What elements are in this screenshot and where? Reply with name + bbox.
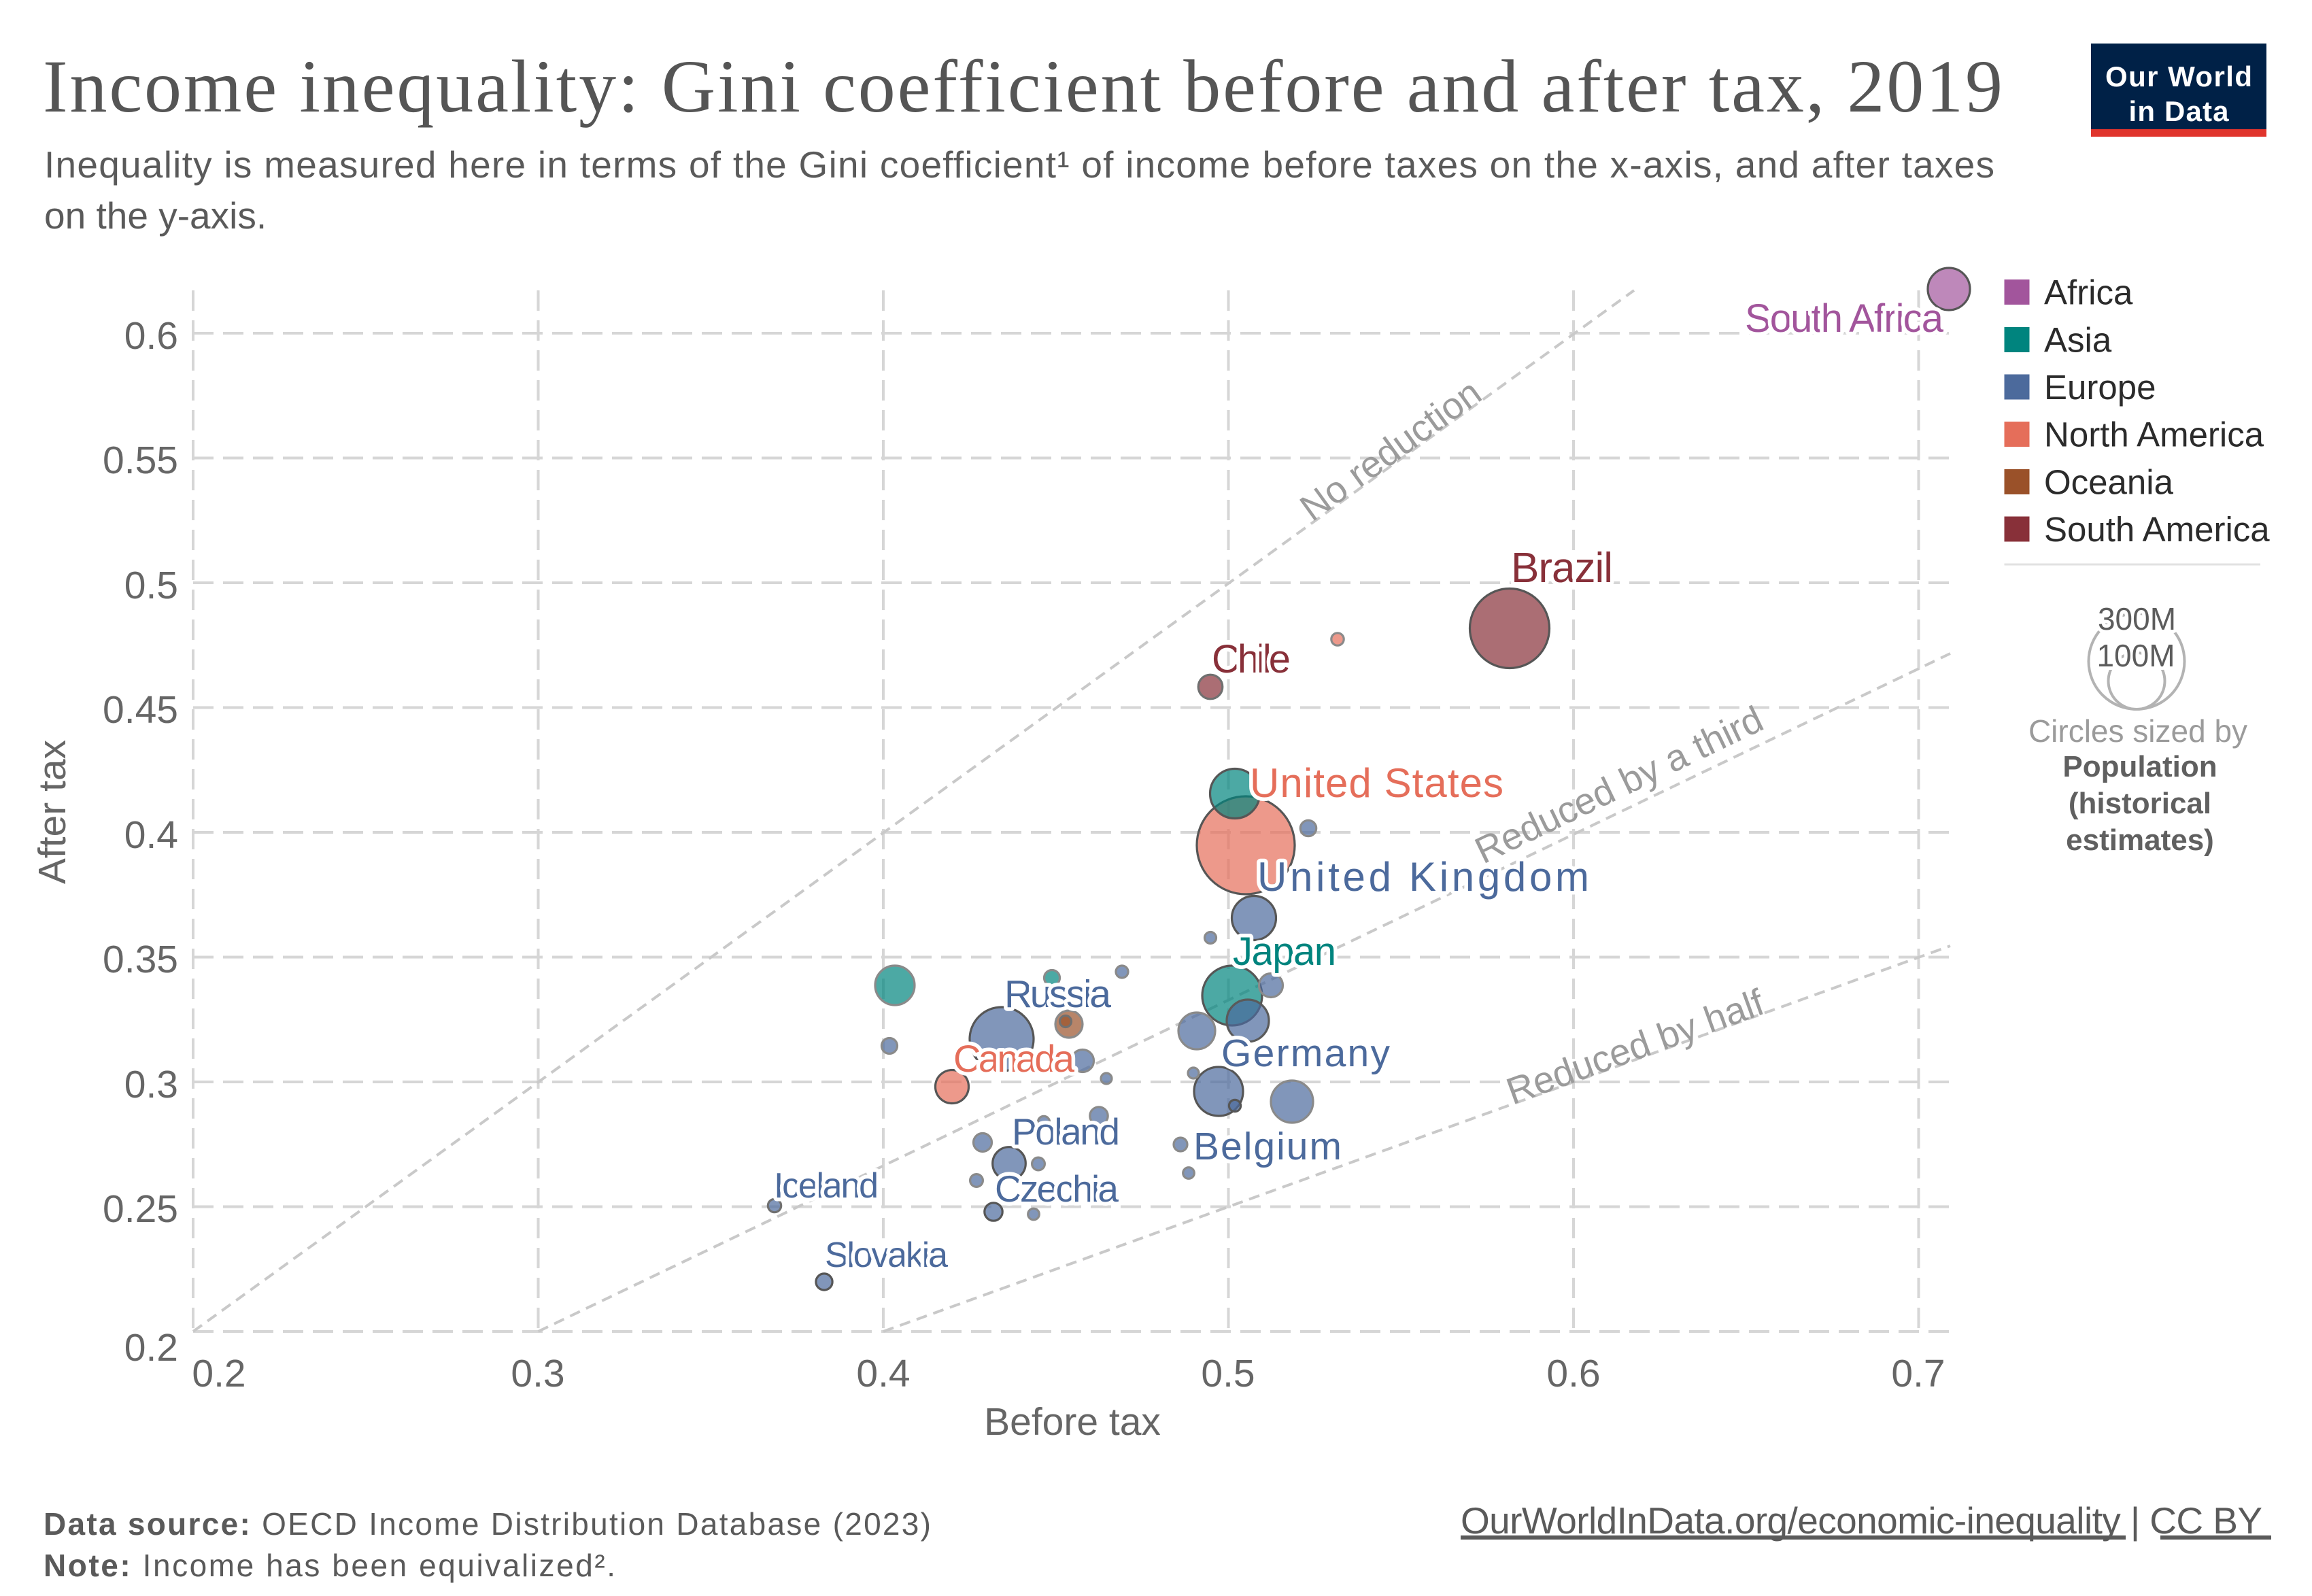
svg-text:0.6: 0.6 — [124, 314, 178, 358]
svg-text:0.2: 0.2 — [124, 1326, 178, 1370]
svg-text:100M: 100M — [2096, 638, 2175, 673]
svg-text:Note: Income has been equivali: Note: Income has been equivalized². — [44, 1548, 615, 1583]
svg-text:0.5: 0.5 — [124, 564, 178, 607]
svg-text:0.45: 0.45 — [103, 688, 178, 732]
svg-text:Japan: Japan — [1233, 930, 1336, 974]
svg-text:0.6: 0.6 — [1546, 1352, 1600, 1395]
svg-text:Brazil: Brazil — [1511, 545, 1613, 592]
svg-text:0.3: 0.3 — [124, 1063, 178, 1106]
svg-text:Africa: Africa — [2044, 273, 2133, 312]
svg-text:Iceland: Iceland — [774, 1166, 879, 1206]
svg-text:South Africa: South Africa — [1745, 296, 1944, 341]
svg-text:OurWorldInData.org/economic-in: OurWorldInData.org/economic-inequality |… — [1461, 1499, 2262, 1542]
svg-text:0.4: 0.4 — [124, 813, 178, 857]
svg-text:Oceania: Oceania — [2044, 463, 2174, 502]
svg-text:Europe: Europe — [2044, 368, 2156, 407]
svg-text:0.25: 0.25 — [103, 1187, 178, 1231]
svg-text:0.35: 0.35 — [103, 938, 178, 981]
svg-text:Circles sized by: Circles sized by — [2028, 713, 2247, 749]
svg-text:0.3: 0.3 — [511, 1352, 564, 1395]
svg-text:Chile: Chile — [1212, 637, 1291, 681]
svg-text:0.55: 0.55 — [103, 439, 178, 482]
svg-text:0.5: 0.5 — [1201, 1352, 1255, 1395]
svg-text:Russia: Russia — [1004, 972, 1111, 1016]
svg-text:After tax: After tax — [31, 740, 74, 884]
svg-text:Before tax: Before tax — [984, 1400, 1161, 1444]
svg-text:Inequality is measured here in: Inequality is measured here in terms of … — [44, 143, 1994, 186]
svg-text:Czechia: Czechia — [995, 1168, 1119, 1210]
svg-text:0.7: 0.7 — [1891, 1352, 1945, 1395]
svg-text:South America: South America — [2044, 510, 2270, 549]
svg-text:Income inequality: Gini coeffi: Income inequality: Gini coefficient befo… — [43, 45, 2003, 128]
svg-text:United Kingdom: United Kingdom — [1257, 854, 1589, 900]
svg-text:Population: Population — [2062, 750, 2217, 783]
svg-text:Canada: Canada — [953, 1037, 1075, 1080]
svg-text:United States: United States — [1250, 760, 1503, 806]
svg-text:North America: North America — [2044, 415, 2264, 454]
svg-text:Asia: Asia — [2044, 321, 2112, 360]
svg-text:Our World: Our World — [2105, 61, 2252, 92]
svg-text:(historical: (historical — [2069, 787, 2211, 820]
svg-text:Poland: Poland — [1012, 1110, 1120, 1153]
svg-text:Data source: OECD Income Distr: Data source: OECD Income Distribution Da… — [44, 1506, 931, 1542]
svg-text:Slovakia: Slovakia — [825, 1236, 948, 1275]
svg-text:0.4: 0.4 — [856, 1352, 910, 1395]
svg-text:0.2: 0.2 — [192, 1352, 245, 1395]
svg-text:estimates): estimates) — [2066, 824, 2214, 857]
svg-text:300M: 300M — [2098, 601, 2176, 636]
svg-text:Germany: Germany — [1221, 1032, 1391, 1075]
svg-text:Belgium: Belgium — [1193, 1125, 1342, 1168]
svg-text:in Data: in Data — [2129, 95, 2230, 127]
svg-text:on the y-axis.: on the y-axis. — [44, 194, 267, 237]
